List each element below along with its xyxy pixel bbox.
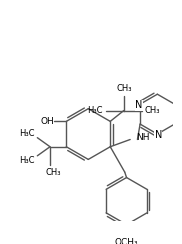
Text: H₃C: H₃C [87, 106, 103, 115]
Text: CH₃: CH₃ [144, 106, 160, 115]
Text: H₃C: H₃C [19, 129, 34, 138]
Text: H₃C: H₃C [19, 156, 34, 165]
Text: CH₃: CH₃ [116, 84, 132, 93]
Text: CH₃: CH₃ [46, 168, 61, 177]
Text: OH: OH [40, 117, 54, 126]
Text: NH: NH [136, 133, 150, 142]
Text: OCH₃: OCH₃ [115, 238, 138, 244]
Text: N: N [155, 130, 162, 140]
Text: N: N [135, 100, 143, 110]
